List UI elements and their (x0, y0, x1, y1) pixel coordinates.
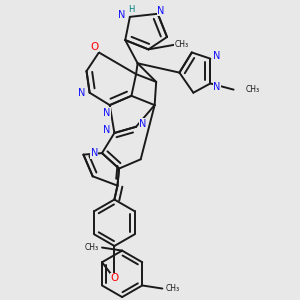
Text: O: O (110, 274, 118, 284)
Text: CH₃: CH₃ (246, 85, 260, 94)
Text: CH₃: CH₃ (166, 284, 180, 293)
Text: N: N (214, 51, 221, 61)
Text: CH₃: CH₃ (175, 40, 189, 49)
Text: N: N (91, 148, 98, 158)
Text: H: H (128, 4, 135, 14)
Text: N: N (103, 108, 110, 118)
Text: N: N (157, 6, 164, 16)
Text: N: N (214, 82, 221, 92)
Text: N: N (78, 88, 85, 98)
Text: N: N (103, 125, 110, 135)
Text: N: N (118, 10, 126, 20)
Text: N: N (139, 119, 147, 129)
Text: CH₃: CH₃ (85, 243, 99, 252)
Text: O: O (90, 42, 98, 52)
